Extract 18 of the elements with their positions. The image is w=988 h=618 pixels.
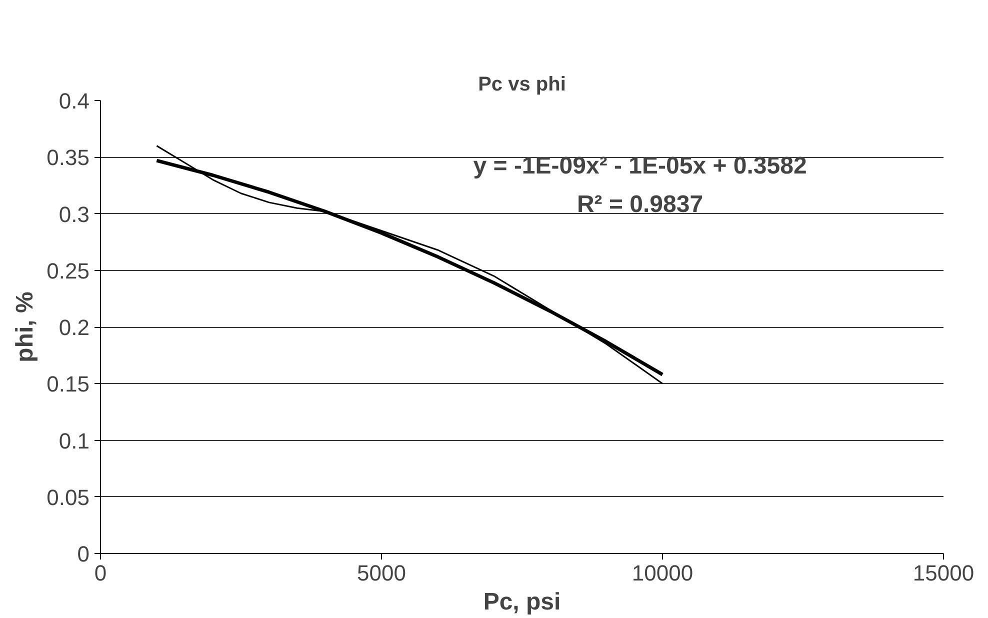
y-tick-label: 0.15 — [46, 372, 90, 397]
x-tick-label: 0 — [94, 560, 107, 586]
chart-title: Pc vs phi — [478, 74, 566, 96]
y-tick-label: 0.1 — [58, 428, 90, 454]
y-tick-label: 0.05 — [46, 484, 90, 510]
annotation: R² = 0.9837 — [576, 191, 704, 218]
y-tick-label: 0.25 — [46, 258, 90, 284]
y-tick-label: 0 — [77, 542, 90, 566]
y-tick-label: 0.35 — [46, 145, 90, 170]
y-tick-label: 0.3 — [58, 202, 90, 227]
x-tick-label: 15000 — [912, 560, 974, 586]
x-axis-title: Pc, psi — [483, 588, 561, 616]
x-tick-label: 10000 — [632, 560, 694, 586]
annotation: y = -1E-09x² - 1E-05x + 0.3582 — [473, 152, 807, 180]
y-tick-label: 0.2 — [58, 315, 90, 340]
y-tick-label: 0.4 — [58, 88, 90, 114]
y-axis-title: phi, % — [12, 292, 39, 362]
x-tick-label: 5000 — [357, 560, 406, 586]
